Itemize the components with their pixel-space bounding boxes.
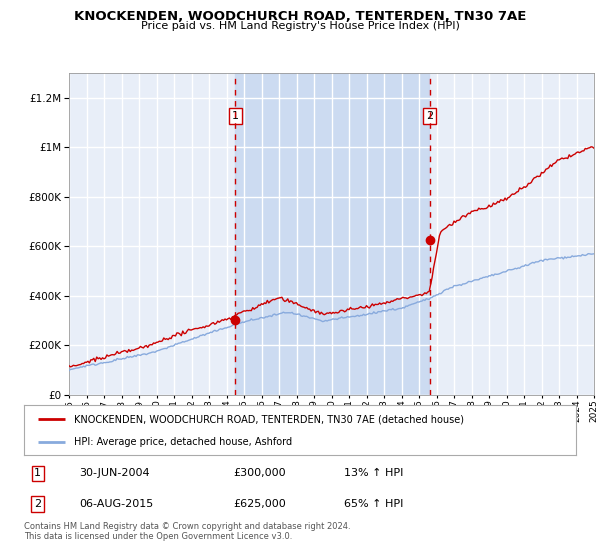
Text: £300,000: £300,000 bbox=[234, 468, 286, 478]
Text: Price paid vs. HM Land Registry's House Price Index (HPI): Price paid vs. HM Land Registry's House … bbox=[140, 21, 460, 31]
Text: KNOCKENDEN, WOODCHURCH ROAD, TENTERDEN, TN30 7AE (detached house): KNOCKENDEN, WOODCHURCH ROAD, TENTERDEN, … bbox=[74, 414, 464, 424]
Text: Contains HM Land Registry data © Crown copyright and database right 2024.
This d: Contains HM Land Registry data © Crown c… bbox=[24, 522, 350, 542]
Text: 30-JUN-2004: 30-JUN-2004 bbox=[79, 468, 150, 478]
Text: 2: 2 bbox=[426, 111, 433, 122]
Bar bbox=[235, 73, 430, 395]
Text: 06-AUG-2015: 06-AUG-2015 bbox=[79, 499, 154, 509]
Text: 1: 1 bbox=[232, 111, 239, 122]
Text: KNOCKENDEN, WOODCHURCH ROAD, TENTERDEN, TN30 7AE: KNOCKENDEN, WOODCHURCH ROAD, TENTERDEN, … bbox=[74, 10, 526, 22]
Text: 65% ↑ HPI: 65% ↑ HPI bbox=[344, 499, 404, 509]
Text: 2: 2 bbox=[34, 499, 41, 509]
Text: £625,000: £625,000 bbox=[234, 499, 287, 509]
Text: 1: 1 bbox=[34, 468, 41, 478]
Text: HPI: Average price, detached house, Ashford: HPI: Average price, detached house, Ashf… bbox=[74, 437, 292, 447]
Text: 13% ↑ HPI: 13% ↑ HPI bbox=[344, 468, 404, 478]
